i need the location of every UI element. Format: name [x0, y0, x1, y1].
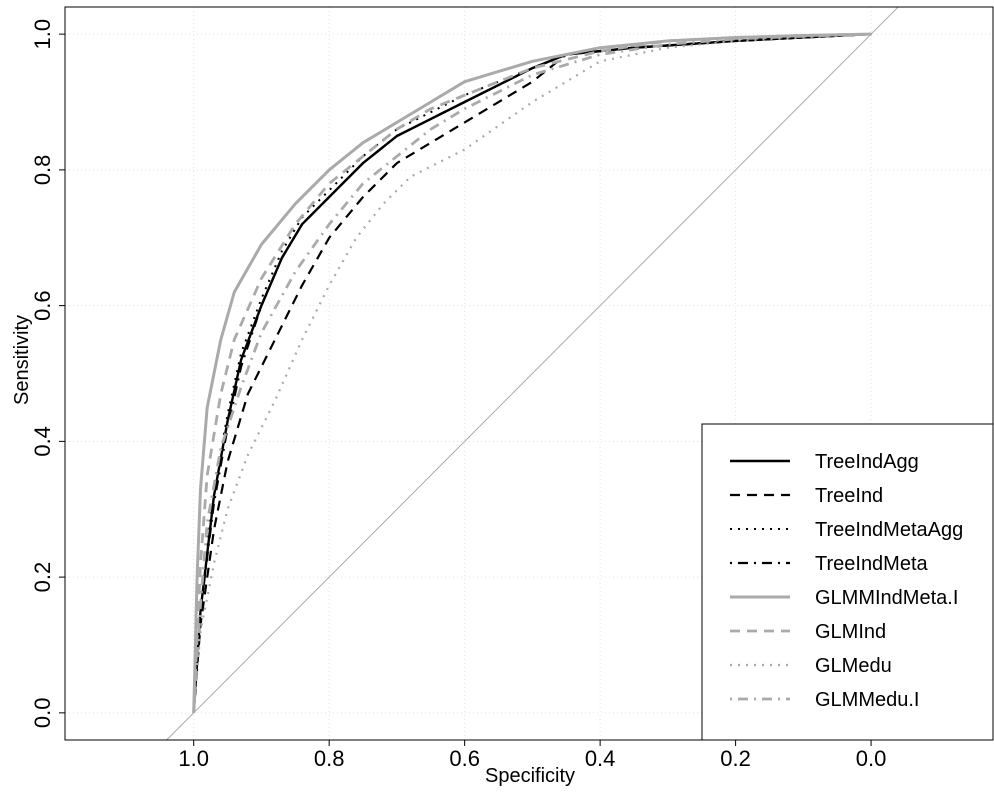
series-treeindmeta [192, 33, 872, 713]
legend-label: TreeIndAgg [815, 451, 919, 473]
reference-line [166, 7, 899, 740]
x-axis-title: Specificity [485, 765, 575, 787]
y-tick-label: 0.8 [30, 155, 55, 186]
y-tick-label: 1.0 [30, 19, 55, 50]
x-tick-label: 0.4 [585, 746, 616, 771]
legend-label: TreeInd [815, 485, 883, 507]
y-axis-title: Sensitivity [11, 315, 33, 405]
series-glmmindmeta-i [192, 32, 872, 713]
y-tick-label: 0.4 [30, 426, 55, 457]
x-tick-label: 0.2 [720, 746, 751, 771]
legend-label: GLMedu [815, 655, 892, 677]
y-tick-label: 0.6 [30, 290, 55, 321]
reference-diagonal [166, 7, 899, 740]
plot-frame [64, 6, 994, 741]
x-axis: 1.0 0.8 0.6 0.4 0.2 0.0 [178, 740, 886, 771]
x-tick-label: 0.8 [314, 746, 345, 771]
x-tick-label: 0.0 [856, 746, 887, 771]
series-glmind [192, 32, 872, 713]
x-tick-label: 0.6 [449, 746, 480, 771]
y-axis: 0.0 0.2 0.4 0.6 0.8 1.0 [30, 19, 65, 728]
legend: TreeIndAgg TreeInd TreeIndMetaAgg TreeIndMe… [701, 423, 994, 741]
series-glmmedu-i [192, 32, 872, 713]
y-tick-label: 0.0 [30, 698, 55, 729]
legend-label: GLMMedu.I [815, 689, 919, 711]
legend-label: TreeIndMetaAgg [815, 519, 963, 541]
x-tick-label: 1.0 [178, 746, 209, 771]
grid [65, 7, 993, 740]
legend-label: GLMMIndMeta.I [815, 587, 958, 609]
y-tick-label: 0.2 [30, 562, 55, 593]
roc-curves [192, 32, 872, 713]
legend-label: TreeIndMeta [815, 553, 929, 575]
series-glmedu [192, 33, 872, 713]
legend-label: GLMInd [815, 621, 886, 643]
legend-box [701, 423, 994, 741]
